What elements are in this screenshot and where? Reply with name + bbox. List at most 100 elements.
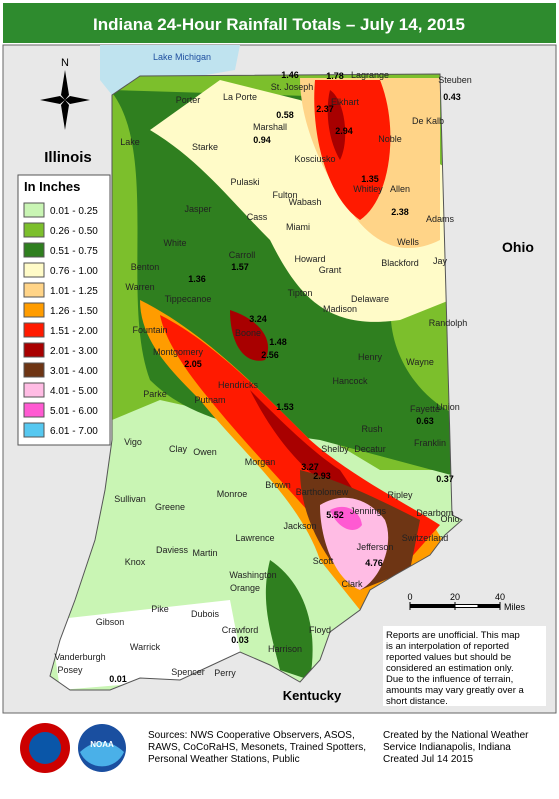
legend-label: 5.01 - 6.00 bbox=[50, 406, 98, 417]
legend-label: 6.01 - 7.00 bbox=[50, 426, 98, 437]
scale-tick-label: 40 bbox=[495, 592, 505, 602]
legend-label: 1.51 - 2.00 bbox=[50, 326, 98, 337]
county-label: Wells bbox=[397, 237, 419, 247]
county-label: Dearborn bbox=[416, 508, 454, 518]
county-label: Adams bbox=[426, 214, 455, 224]
compass: N bbox=[40, 57, 90, 130]
county-label: Washington bbox=[229, 570, 276, 580]
county-label: Henry bbox=[358, 352, 383, 362]
scale-tick-label: 20 bbox=[450, 592, 460, 602]
title: Indiana 24-Hour Rainfall Totals – July 1… bbox=[93, 15, 465, 34]
county-label: Orange bbox=[230, 583, 260, 593]
county-label: Owen bbox=[193, 447, 217, 457]
rainfall-value: 1.48 bbox=[269, 337, 287, 347]
rainfall-value: 1.53 bbox=[276, 402, 294, 412]
county-label: Lake bbox=[120, 137, 140, 147]
title-bar bbox=[3, 3, 556, 43]
rainfall-value: 0.37 bbox=[436, 474, 454, 484]
state-label: Illinois bbox=[44, 149, 92, 166]
county-label: Lawrence bbox=[235, 533, 274, 543]
county-label: Clay bbox=[169, 444, 188, 454]
county-label: Marshall bbox=[253, 122, 287, 132]
county-label: Decatur bbox=[354, 444, 386, 454]
credit-line: Created Jul 14 2015 bbox=[383, 754, 474, 765]
county-label: Dubois bbox=[191, 609, 220, 619]
county-label: Wabash bbox=[289, 197, 322, 207]
legend-swatch bbox=[23, 242, 45, 258]
rainfall-value: 0.58 bbox=[276, 110, 294, 120]
county-label: Carroll bbox=[229, 250, 256, 260]
legend-swatch bbox=[23, 262, 45, 278]
county-label: Brown bbox=[265, 480, 291, 490]
county-label: Switzerland bbox=[402, 533, 449, 543]
credit-line: Service Indianapolis, Indiana bbox=[383, 742, 511, 753]
county-label: Clark bbox=[341, 579, 363, 589]
legend-label: 1.26 - 1.50 bbox=[50, 306, 98, 317]
county-label: Ripley bbox=[387, 490, 413, 500]
county-label: Delaware bbox=[351, 294, 389, 304]
legend-swatch bbox=[23, 322, 45, 338]
county-label: Crawford bbox=[222, 625, 259, 635]
sources-line: Personal Weather Stations, Public bbox=[148, 754, 300, 765]
rainfall-value: 1.78 bbox=[326, 71, 344, 81]
county-label: Noble bbox=[378, 134, 402, 144]
noaa-wave bbox=[80, 742, 124, 767]
county-label: Montgomery bbox=[153, 347, 204, 357]
legend-label: 0.26 - 0.50 bbox=[50, 226, 98, 237]
rainfall-value: 1.46 bbox=[281, 70, 299, 80]
county-label: Tipton bbox=[288, 288, 313, 298]
note-line: is an interpolation of reported bbox=[386, 641, 509, 652]
svg-text:N: N bbox=[61, 57, 69, 69]
county-label: Tippecanoe bbox=[165, 294, 212, 304]
rainfall-value: 2.93 bbox=[313, 471, 331, 481]
county-label: Boone bbox=[235, 328, 261, 338]
note-line: Reports are unofficial. This map bbox=[386, 630, 520, 641]
legend-label: 4.01 - 5.00 bbox=[50, 386, 98, 397]
rainfall-zones bbox=[50, 74, 462, 690]
rainfall-value: 2.94 bbox=[335, 126, 353, 136]
notes-box bbox=[383, 626, 546, 706]
county-label: Monroe bbox=[217, 489, 248, 499]
county-label: Hancock bbox=[332, 376, 368, 386]
rainfall-value: 0.43 bbox=[443, 92, 461, 102]
county-label: Elkhart bbox=[331, 97, 360, 107]
county-label: Greene bbox=[155, 502, 185, 512]
note-line: Due to the influence of terrain, bbox=[386, 674, 513, 685]
county-label: Grant bbox=[319, 265, 342, 275]
note-line: considered an estimation only. bbox=[386, 663, 514, 674]
rainfall-value: 1.36 bbox=[188, 274, 206, 284]
rainfall-value: 3.24 bbox=[249, 314, 267, 324]
legend-label: 0.01 - 0.25 bbox=[50, 206, 98, 217]
county-label: Kosciusko bbox=[294, 154, 335, 164]
legend-swatch bbox=[23, 222, 45, 238]
noaa-text: NOAA bbox=[90, 740, 114, 749]
county-label: Ohio bbox=[440, 514, 459, 524]
rainfall-value: 2.56 bbox=[261, 350, 279, 360]
county-label: Fountain bbox=[132, 325, 167, 335]
lake bbox=[100, 45, 240, 95]
rainfall-value: 2.38 bbox=[391, 207, 409, 217]
scale-tick-label: 0 bbox=[407, 592, 412, 602]
county-label: Benton bbox=[131, 262, 160, 272]
county-label: Fayette bbox=[410, 404, 440, 414]
county-label: Jasper bbox=[184, 204, 211, 214]
county-label: Rush bbox=[361, 424, 382, 434]
legend-label: 0.51 - 0.75 bbox=[50, 246, 98, 257]
county-label: Blackford bbox=[381, 258, 419, 268]
rainfall-value: 1.57 bbox=[231, 262, 249, 272]
county-label: Union bbox=[436, 402, 460, 412]
rainfall-value: 4.76 bbox=[365, 558, 383, 568]
county-label: Howard bbox=[294, 254, 325, 264]
county-label: Sullivan bbox=[114, 494, 146, 504]
state-label: Kentucky bbox=[283, 688, 342, 703]
legend-swatch bbox=[23, 202, 45, 218]
legend-label: 2.01 - 3.00 bbox=[50, 346, 98, 357]
county-label: Floyd bbox=[309, 625, 331, 635]
county-label: Daviess bbox=[156, 545, 189, 555]
county-label: Posey bbox=[57, 665, 83, 675]
county-label: Shelby bbox=[321, 444, 349, 454]
credit-line: Created by the National Weather bbox=[383, 730, 529, 741]
county-label: Wayne bbox=[406, 357, 434, 367]
sources-line: RAWS, CoCoRaHS, Mesonets, Trained Spotte… bbox=[148, 742, 366, 753]
